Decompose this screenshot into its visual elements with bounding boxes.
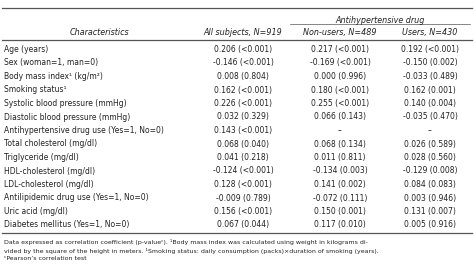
Text: Non-users, N=489: Non-users, N=489 [303, 28, 377, 37]
Text: Data expressed as correlation coefficient (p-valueᶜ). ¹Body mass index was calcu: Data expressed as correlation coefficien… [4, 239, 368, 245]
Text: 0.068 (0.040): 0.068 (0.040) [217, 140, 269, 148]
Text: 0.005 (0.916): 0.005 (0.916) [404, 221, 456, 229]
Text: -0.129 (0.008): -0.129 (0.008) [403, 166, 457, 176]
Text: Antilipidemic drug use (Yes=1, No=0): Antilipidemic drug use (Yes=1, No=0) [4, 193, 149, 203]
Text: All subjects, N=919: All subjects, N=919 [204, 28, 283, 37]
Text: Users, N=430: Users, N=430 [402, 28, 458, 37]
Text: 0.206 (<0.001): 0.206 (<0.001) [214, 45, 272, 54]
Text: 0.008 (0.804): 0.008 (0.804) [217, 72, 269, 81]
Text: vided by the square of the height in meters. ¹Smoking status: daily consumption : vided by the square of the height in met… [4, 248, 379, 254]
Text: Characteristics: Characteristics [69, 28, 129, 37]
Text: 0.162 (<0.001): 0.162 (<0.001) [214, 85, 272, 95]
Text: 0.140 (0.004): 0.140 (0.004) [404, 99, 456, 108]
Text: -0.035 (0.470): -0.035 (0.470) [402, 113, 457, 121]
Text: -0.124 (<0.001): -0.124 (<0.001) [213, 166, 273, 176]
Text: 0.150 (0.001): 0.150 (0.001) [314, 207, 366, 216]
Text: -0.033 (0.489): -0.033 (0.489) [402, 72, 457, 81]
Text: Systolic blood pressure (mmHg): Systolic blood pressure (mmHg) [4, 99, 127, 108]
Text: -0.150 (0.002): -0.150 (0.002) [403, 58, 457, 68]
Text: 0.128 (<0.001): 0.128 (<0.001) [214, 180, 272, 189]
Text: 0.041 (0.218): 0.041 (0.218) [217, 153, 269, 162]
Text: HDL-cholesterol (mg/dl): HDL-cholesterol (mg/dl) [4, 166, 95, 176]
Text: -0.134 (0.003): -0.134 (0.003) [313, 166, 367, 176]
Text: –: – [338, 126, 342, 135]
Text: 0.011 (0.811): 0.011 (0.811) [314, 153, 366, 162]
Text: 0.162 (0.001): 0.162 (0.001) [404, 85, 456, 95]
Text: 0.180 (<0.001): 0.180 (<0.001) [311, 85, 369, 95]
Text: -0.146 (<0.001): -0.146 (<0.001) [212, 58, 273, 68]
Text: Diabetes mellitus (Yes=1, No=0): Diabetes mellitus (Yes=1, No=0) [4, 221, 129, 229]
Text: Body mass index¹ (kg/m²): Body mass index¹ (kg/m²) [4, 72, 103, 81]
Text: 0.068 (0.134): 0.068 (0.134) [314, 140, 366, 148]
Text: 0.067 (0.044): 0.067 (0.044) [217, 221, 269, 229]
Text: Smoking status¹: Smoking status¹ [4, 85, 66, 95]
Text: LDL-cholesterol (mg/dl): LDL-cholesterol (mg/dl) [4, 180, 94, 189]
Text: 0.131 (0.007): 0.131 (0.007) [404, 207, 456, 216]
Text: 0.032 (0.329): 0.032 (0.329) [217, 113, 269, 121]
Text: –: – [428, 126, 432, 135]
Text: 0.143 (<0.001): 0.143 (<0.001) [214, 126, 272, 135]
Text: -0.072 (0.111): -0.072 (0.111) [313, 193, 367, 203]
Text: 0.066 (0.143): 0.066 (0.143) [314, 113, 366, 121]
Text: Diastolic blood pressure (mmHg): Diastolic blood pressure (mmHg) [4, 113, 130, 121]
Text: 0.003 (0.946): 0.003 (0.946) [404, 193, 456, 203]
Text: 0.028 (0.560): 0.028 (0.560) [404, 153, 456, 162]
Text: 0.000 (0.996): 0.000 (0.996) [314, 72, 366, 81]
Text: 0.255 (<0.001): 0.255 (<0.001) [311, 99, 369, 108]
Text: Antihypertensive drug use (Yes=1, No=0): Antihypertensive drug use (Yes=1, No=0) [4, 126, 164, 135]
Text: Sex (woman=1, man=0): Sex (woman=1, man=0) [4, 58, 98, 68]
Text: 0.117 (0.010): 0.117 (0.010) [314, 221, 366, 229]
Text: 0.026 (0.589): 0.026 (0.589) [404, 140, 456, 148]
Text: 0.226 (<0.001): 0.226 (<0.001) [214, 99, 272, 108]
Text: 0.156 (<0.001): 0.156 (<0.001) [214, 207, 272, 216]
Text: -0.009 (0.789): -0.009 (0.789) [216, 193, 270, 203]
Text: 0.192 (<0.001): 0.192 (<0.001) [401, 45, 459, 54]
Text: 0.084 (0.083): 0.084 (0.083) [404, 180, 456, 189]
Text: -0.169 (<0.001): -0.169 (<0.001) [310, 58, 371, 68]
Text: 0.217 (<0.001): 0.217 (<0.001) [311, 45, 369, 54]
Text: Total cholesterol (mg/dl): Total cholesterol (mg/dl) [4, 140, 97, 148]
Text: Uric acid (mg/dl): Uric acid (mg/dl) [4, 207, 68, 216]
Text: Triglyceride (mg/dl): Triglyceride (mg/dl) [4, 153, 79, 162]
Text: ᶜPearson’s correlation test: ᶜPearson’s correlation test [4, 256, 87, 261]
Text: 0.141 (0.002): 0.141 (0.002) [314, 180, 366, 189]
Text: Age (years): Age (years) [4, 45, 48, 54]
Text: Antihypertensive drug: Antihypertensive drug [335, 16, 425, 25]
